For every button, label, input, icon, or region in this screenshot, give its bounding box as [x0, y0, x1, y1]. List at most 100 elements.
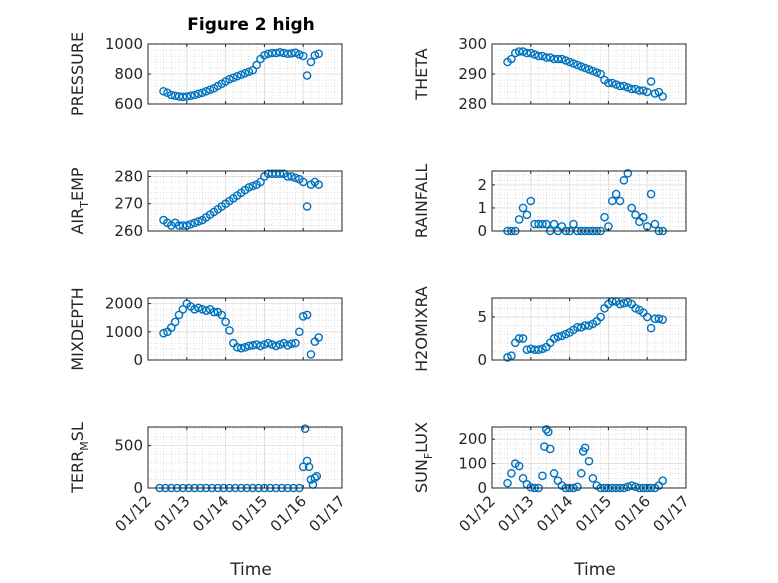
data-point: [631, 482, 640, 492]
data-point: [611, 80, 621, 89]
data-point: [271, 341, 281, 351]
axes-box: [491, 170, 687, 232]
data-point: [576, 469, 586, 478]
data-point: [545, 53, 555, 62]
x-axis-label-left: Time: [229, 560, 272, 580]
y-tick-label: 100: [458, 455, 487, 473]
data-point: [240, 343, 250, 352]
data-point: [186, 219, 195, 229]
x-tick-label: 01/15: [572, 492, 615, 535]
data-point: [209, 307, 219, 317]
data-point: [300, 424, 310, 433]
data-point: [530, 50, 539, 59]
data-point: [542, 425, 551, 434]
axes-box: [147, 297, 343, 361]
y-tick-label: 5: [477, 308, 487, 326]
y-axis-label: SUNFLUX: [412, 422, 435, 493]
data-point: [569, 59, 578, 68]
data-point: [615, 196, 625, 206]
data-point: [306, 57, 316, 67]
data-point: [639, 86, 648, 95]
data-point: [287, 339, 296, 348]
x-tick-label: 01/13: [150, 492, 193, 535]
data-point: [194, 89, 203, 99]
y-tick-label: 280: [114, 167, 143, 185]
data-point: [306, 350, 316, 359]
data-point: [584, 456, 594, 466]
y-tick-label: 0: [477, 222, 487, 240]
data-point: [538, 344, 547, 354]
data-point: [510, 48, 520, 58]
data-point: [514, 47, 524, 56]
data-point: [615, 299, 625, 309]
data-point: [627, 84, 636, 94]
y-axis-label: RAINFALL: [412, 164, 431, 239]
y-axis-label: MIXDEPTH: [68, 287, 87, 370]
data-point: [514, 215, 524, 224]
data-point: [194, 303, 203, 313]
data-point: [225, 74, 234, 84]
data-point: [302, 71, 312, 80]
data-point: [604, 78, 613, 88]
data-point: [646, 323, 656, 333]
axes-box: [491, 297, 687, 361]
data-point: [310, 50, 320, 60]
data-point: [538, 219, 547, 229]
data-point: [518, 473, 528, 483]
data-point: [314, 49, 324, 59]
subplot-sun-flux: 0 100 200 SUNFLUX 01/1201/1301/1401/1501/160…: [412, 422, 693, 535]
data-point: [518, 203, 528, 213]
data-point: [178, 221, 188, 230]
data-point: [194, 217, 203, 226]
y-tick-label: 270: [114, 195, 143, 213]
data-point: [650, 219, 660, 229]
subplot-air-temp: 260 270 280 AIRTEMP: [68, 167, 343, 240]
data-point: [588, 473, 598, 483]
data-point: [631, 304, 640, 313]
data-point: [592, 68, 602, 77]
data-point: [584, 321, 594, 330]
data-point: [580, 63, 590, 73]
data-point: [159, 86, 168, 96]
data-point: [584, 65, 594, 74]
data-point: [298, 177, 308, 187]
x-tick-label: 01/17: [650, 492, 693, 535]
y-tick-label: 1000: [105, 35, 143, 53]
data-point: [244, 183, 254, 192]
data-point: [580, 321, 590, 330]
data-point: [302, 202, 312, 211]
data-point: [576, 322, 586, 332]
data-point: [619, 175, 629, 185]
data-point: [522, 48, 532, 58]
data-point: [503, 478, 512, 488]
y-axis-label: PRESSURE: [68, 32, 87, 116]
data-point: [310, 473, 320, 483]
data-point: [170, 317, 180, 327]
data-point: [557, 54, 567, 64]
y-tick-label: 290: [458, 65, 487, 83]
data-point: [217, 310, 227, 320]
x-tick-label: 01/12: [456, 492, 499, 535]
data-point: [526, 48, 536, 58]
x-tick-label: 01/17: [306, 492, 349, 535]
data-point: [623, 169, 633, 178]
data-point: [201, 306, 211, 315]
data-point: [166, 323, 176, 332]
data-point: [314, 180, 324, 189]
y-axis-label: THETA: [412, 48, 431, 100]
data-point: [229, 73, 238, 83]
data-point: [580, 443, 590, 453]
data-point: [557, 331, 567, 341]
data-point: [518, 334, 528, 343]
data-point: [549, 219, 559, 229]
data-point: [658, 476, 668, 485]
data-point: [244, 341, 254, 351]
data-point: [287, 172, 296, 181]
data-point: [526, 196, 536, 206]
data-point: [174, 310, 184, 320]
data-point: [314, 333, 324, 342]
data-point: [514, 334, 524, 343]
subplot-theta: 280 290 300 THETA: [412, 35, 687, 113]
data-point: [304, 462, 314, 472]
